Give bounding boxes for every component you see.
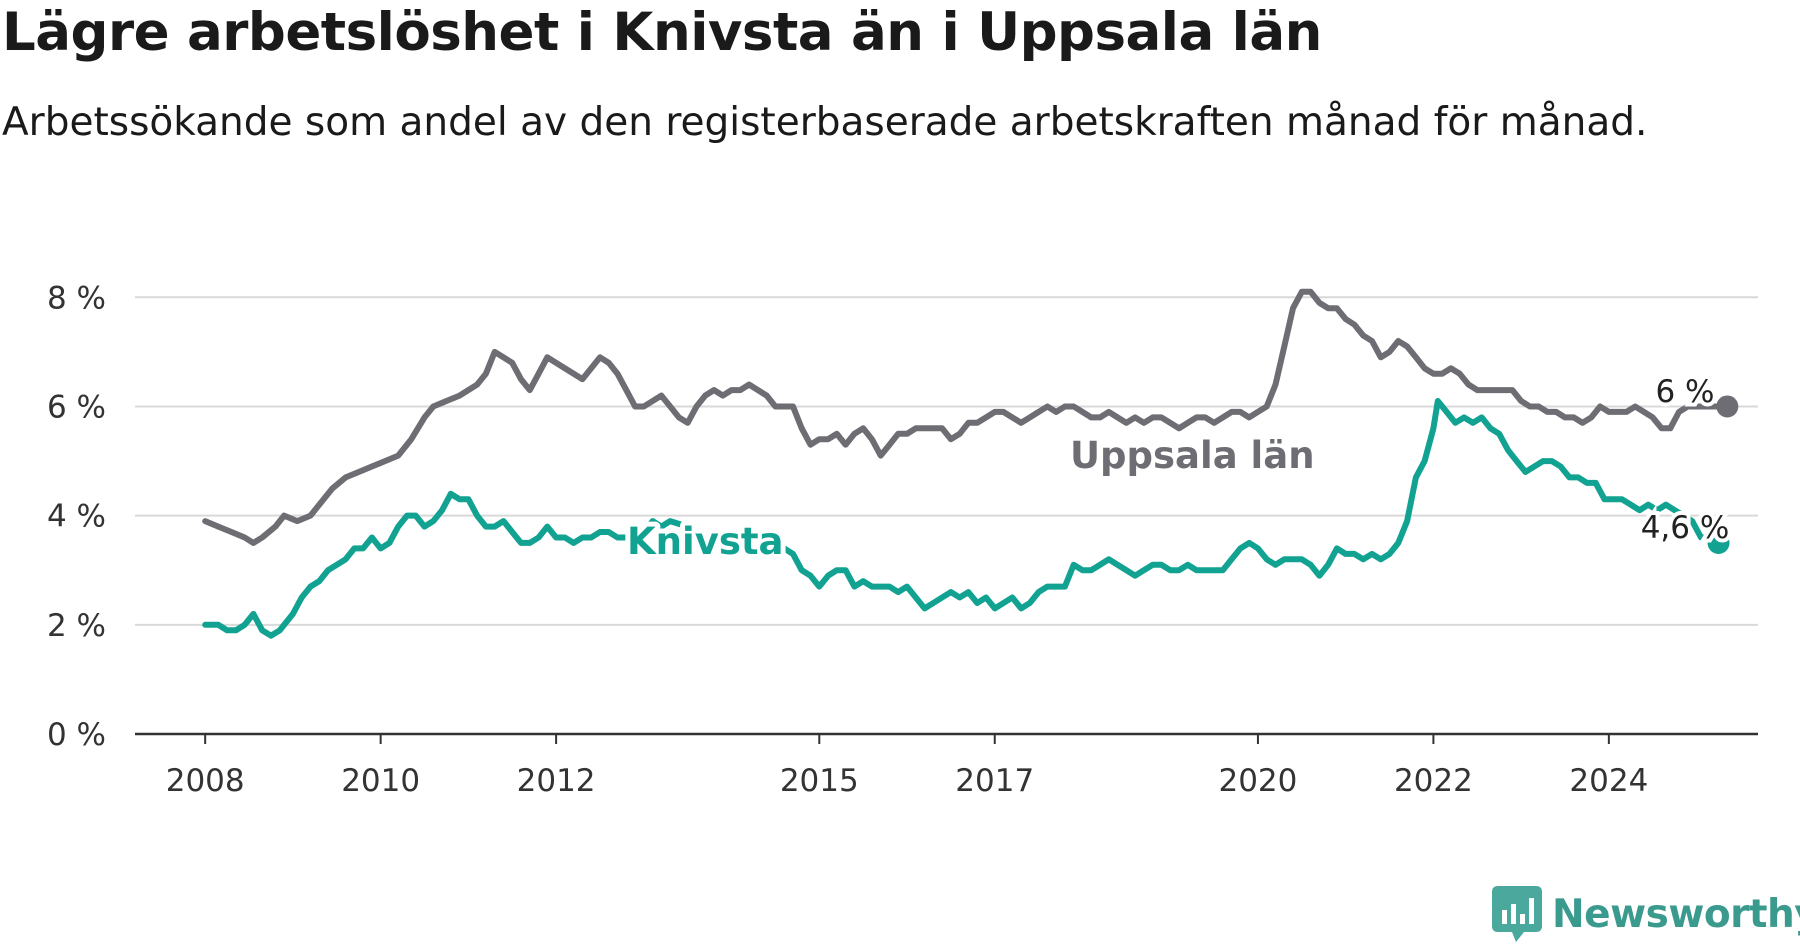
series-end-point	[1716, 395, 1739, 418]
y-tick-label: 2 %	[47, 608, 106, 644]
series-label-uppsala-lan: Uppsala län	[1070, 434, 1315, 477]
y-tick-label: 6 %	[47, 389, 106, 425]
series-line-uppsala-lan	[202, 288, 1731, 546]
x-tick-label: 2017	[955, 763, 1034, 799]
newsworthy-logo-icon	[1492, 886, 1542, 942]
series-end-point	[1707, 531, 1730, 554]
y-tick-label: 8 %	[47, 280, 106, 316]
gridlines	[135, 296, 1758, 626]
x-tick-label: 2015	[780, 763, 859, 799]
brand-logo: Newsworthy	[1492, 886, 1800, 942]
x-tick-label: 2010	[341, 763, 420, 799]
chart-subtitle: Arbetssökande som andel av den registerb…	[2, 100, 1648, 145]
x-tick-label: 2024	[1569, 763, 1648, 799]
end-value-label-uppsala-lan: 6 %	[1655, 374, 1714, 410]
series-lines	[202, 288, 1739, 639]
x-tick-label: 2020	[1218, 763, 1297, 799]
series-labels: Uppsala län Knivsta 6 % 4,6 %	[622, 370, 1733, 568]
end-value-label-knivsta: 4,6 %	[1641, 510, 1730, 546]
brand-name: Newsworthy	[1552, 891, 1800, 937]
y-tick-label: 4 %	[47, 499, 106, 535]
y-tick-label: 0 %	[47, 717, 106, 753]
x-tick-label: 2022	[1394, 763, 1473, 799]
series-line-knivsta	[202, 398, 1722, 639]
x-tick-label: 2012	[517, 763, 596, 799]
chart-title: Lägre arbetslöshet i Knivsta än i Uppsal…	[2, 2, 1322, 63]
series-label-knivsta: Knivsta	[627, 520, 784, 563]
x-tick-label: 2008	[166, 763, 245, 799]
x-axis-ticks: 2008 2010 2012 2015 2017 2020 2022 2024	[166, 734, 1648, 799]
y-axis-ticks: 0 % 2 % 4 % 6 % 8 %	[47, 280, 106, 753]
